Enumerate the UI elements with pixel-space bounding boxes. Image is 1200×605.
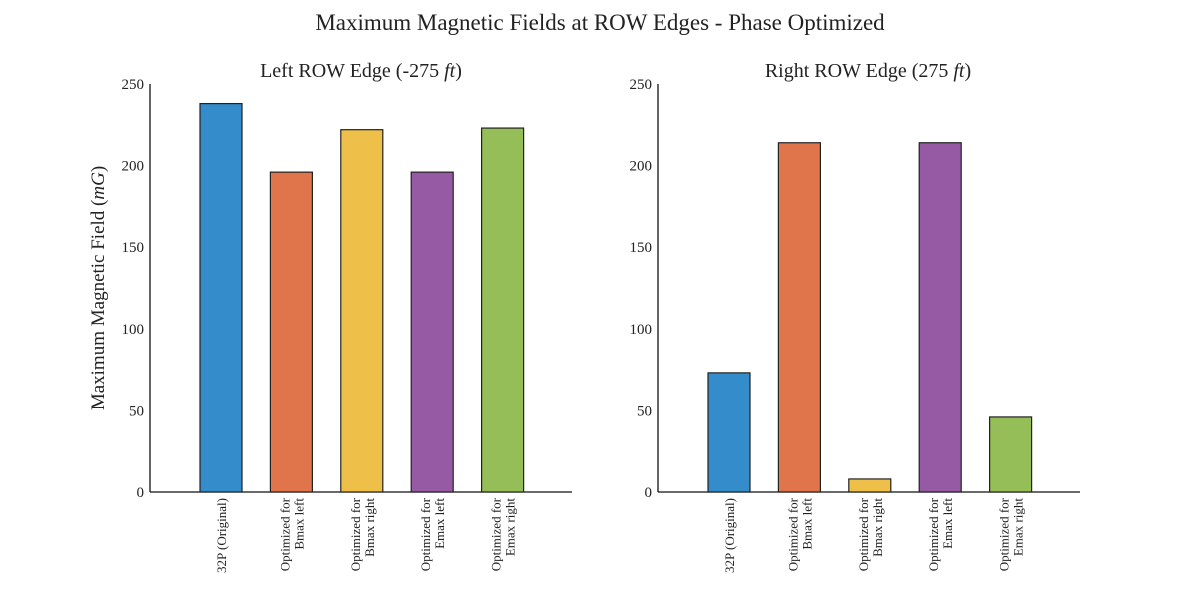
x-tick-label: Optimized for bbox=[348, 497, 363, 571]
bar bbox=[269, 171, 313, 493]
x-tick-label: Bmax right bbox=[870, 498, 885, 557]
left-row-edge-panel: Left ROW Edge (-275 ft) 0 50 100 150 200 250 Ma… bbox=[88, 60, 572, 573]
y-tick-label: 200 bbox=[630, 159, 653, 175]
panel-title-unit: ft bbox=[444, 60, 456, 82]
x-tick-label: Optimized for bbox=[277, 497, 292, 571]
y-axis-label-text: Maximum Magnetic Field ( bbox=[88, 200, 109, 411]
panel-title-unit: ft bbox=[953, 60, 965, 82]
x-tick-label: 32P (Original) bbox=[722, 498, 737, 573]
x-tick-label: Optimized for bbox=[926, 497, 941, 571]
y-tick-label: 0 bbox=[645, 485, 653, 501]
x-tick-label: Optimized for bbox=[856, 497, 871, 571]
x-tick-label: Optimized for bbox=[785, 497, 800, 571]
y-tick-label: 250 bbox=[630, 77, 653, 93]
x-tick-label: Emax left bbox=[940, 498, 955, 549]
y-tick-label: 50 bbox=[637, 403, 652, 419]
bar bbox=[848, 478, 892, 493]
bar bbox=[481, 127, 525, 493]
x-tick-label: Emax right bbox=[1011, 498, 1026, 557]
bar bbox=[199, 102, 243, 493]
panel-title: Right ROW Edge (275 ft) bbox=[765, 60, 971, 82]
y-tick-label: 150 bbox=[630, 240, 653, 256]
y-tick-label: 200 bbox=[122, 159, 145, 175]
bar bbox=[777, 142, 822, 493]
bar bbox=[988, 416, 1033, 493]
bar bbox=[410, 171, 454, 493]
y-tick-label: 100 bbox=[122, 322, 145, 338]
panel-title: Left ROW Edge (-275 ft) bbox=[260, 60, 462, 82]
y-axis-label-unit: mG bbox=[88, 172, 109, 200]
y-axis-label: Maximum Magnetic Field (mG) bbox=[88, 166, 109, 410]
bar bbox=[340, 129, 384, 493]
x-tick-label: 32P (Original) bbox=[214, 498, 229, 573]
x-tick-label: Optimized for bbox=[489, 497, 504, 571]
x-tick-label: Emax right bbox=[503, 498, 518, 557]
y-axis-label-close: ) bbox=[88, 166, 109, 172]
x-tick-label: Optimized for bbox=[997, 497, 1012, 571]
figure-title: Maximum Magnetic Fields at ROW Edges - P… bbox=[315, 10, 885, 35]
y-tick-label: 0 bbox=[137, 485, 145, 501]
x-tick-label: Bmax left bbox=[799, 498, 814, 550]
panel-title-close: ) bbox=[964, 60, 971, 82]
panel-title-text: Right ROW Edge (275 bbox=[765, 60, 954, 82]
x-tick-label: Bmax right bbox=[362, 498, 377, 557]
y-tick-label: 150 bbox=[122, 240, 145, 256]
right-row-edge-panel: Right ROW Edge (275 ft) 0 50 100 150 200 250 32… bbox=[630, 60, 1080, 573]
panel-title-text: Left ROW Edge (-275 bbox=[260, 60, 444, 82]
y-tick-label: 100 bbox=[630, 322, 653, 338]
x-tick-label: Emax left bbox=[432, 498, 447, 549]
panel-title-close: ) bbox=[455, 60, 462, 82]
x-tick-label: Bmax left bbox=[291, 498, 306, 550]
bar bbox=[918, 142, 962, 493]
y-tick-label: 50 bbox=[129, 403, 144, 419]
bar bbox=[707, 372, 751, 493]
x-tick-label: Optimized for bbox=[418, 497, 433, 571]
y-tick-label: 250 bbox=[122, 77, 145, 93]
